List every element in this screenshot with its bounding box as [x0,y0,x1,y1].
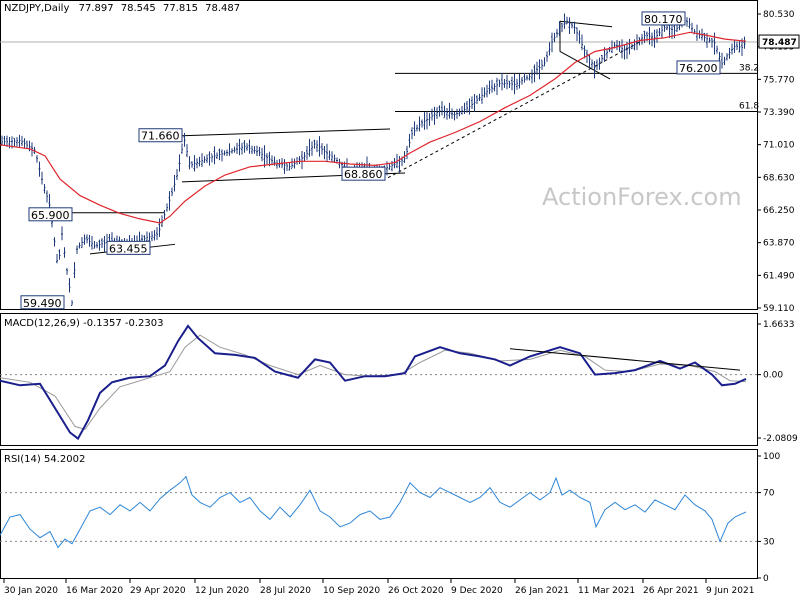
rsi-lines [0,475,757,549]
rsi-panel-frame [0,449,758,579]
x-tick-label: 29 Apr 2020 [130,586,186,596]
trendline [559,20,613,28]
price-symbol: NZDJPY,Daily [4,3,69,14]
price-close: 78.487 [205,3,240,14]
macd-tick-label: 0.00 [763,371,783,381]
annotation-box [106,240,151,255]
rsi-tick-label: 0 [763,574,769,584]
x-tick-label: 16 Mar 2020 [66,586,123,596]
macd-tick-label: -2.0809 [763,434,798,444]
price-tick-label: 59.110 [763,304,795,314]
price-title: NZDJPY,Daily 77.897 78.545 77.815 78.487 [4,3,240,14]
trendline [559,51,611,80]
annotation-label: 71.660 [141,130,180,143]
price-panel-frame [0,0,758,310]
rsi-title: RSI(14) 54.2002 [4,454,85,465]
macd-panel: MACD(12,26,9) -0.1357 -0.2303 1.6633 0.00… [0,313,798,446]
price-high: 78.545 [121,3,156,14]
x-tick-label: 10 Sep 2020 [323,586,380,596]
macd-y-ticks: 1.6633 0.00 -2.0809 [757,320,798,444]
x-tick-label: 28 Jul 2020 [260,586,311,596]
x-tick-label: 11 Mar 2021 [578,586,635,596]
annotation-box [20,295,65,310]
moving-average-line [0,31,747,224]
macd-lines [0,324,757,441]
macd-panel-frame [0,313,758,446]
price-tick-label: 80.530 [763,10,795,20]
trendline [181,128,391,137]
rsi-tick-label: 30 [763,537,775,547]
rsi-y-ticks: 100 70 30 0 [757,452,780,584]
x-axis: 30 Jan 2020 16 Mar 2020 29 Apr 2020 12 Jun … [3,579,754,596]
watermark: ActionForex.com [542,183,742,211]
x-tick-label: 26 Apr 2021 [643,586,699,596]
annotation-label: 68.860 [344,168,383,181]
annotation-label: 80.170 [644,13,683,26]
annotation-box [138,128,183,143]
macd-title: MACD(12,26,9) -0.1357 -0.2303 [4,318,164,329]
rsi-panel: RSI(14) 54.2002 100 70 30 0 [0,449,780,584]
x-tick-label: 9 Jun 2021 [706,586,754,596]
x-tick-label: 26 Jan 2021 [515,586,569,596]
price-panel: NZDJPY,Daily 77.897 78.545 77.815 78.487… [0,0,800,314]
macd-tick-label: 1.6633 [763,320,795,330]
price-tick-label: 66.250 [763,206,795,216]
rsi-tick-label: 70 [763,489,775,499]
price-annotations: 78.487 80.170 76.200 71.660 68.860 65.900 63.4… [20,11,800,310]
price-tick-label: 61.490 [763,271,795,281]
annotation-box [28,207,73,222]
price-tick-label: 75.770 [763,75,795,85]
annotation-label: 76.200 [679,62,718,75]
rsi-tick-label: 100 [763,452,780,462]
fib-label-61-8: 61.8 [739,101,759,111]
annotation-label: 63.455 [109,242,148,255]
price-open: 77.897 [79,3,114,14]
rsi-line [0,475,747,549]
annotation-label: 65.900 [31,209,70,222]
annotation-label: 59.490 [23,297,62,310]
annotation-box [641,11,686,26]
x-tick-label: 12 Jun 2020 [195,586,249,596]
price-tick-label: 63.870 [763,239,795,249]
price-tick-label: 71.010 [763,141,795,151]
x-tick-label: 26 Oct 2020 [388,586,444,596]
x-tick-label: 30 Jan 2020 [4,586,58,596]
annotation-box [676,60,721,75]
macd-trendline [509,348,741,371]
annotation-box [341,166,386,181]
current-price-label: 78.487 [762,38,797,48]
price-low: 77.815 [163,3,198,14]
fib-label-38-2: 38.2 [739,63,759,73]
x-tick-label: 9 Dec 2020 [451,586,503,596]
price-tick-label: 73.390 [763,108,795,118]
macd-line [0,324,747,441]
current-price-box [758,34,800,49]
price-tick-label: 68.630 [763,173,795,183]
